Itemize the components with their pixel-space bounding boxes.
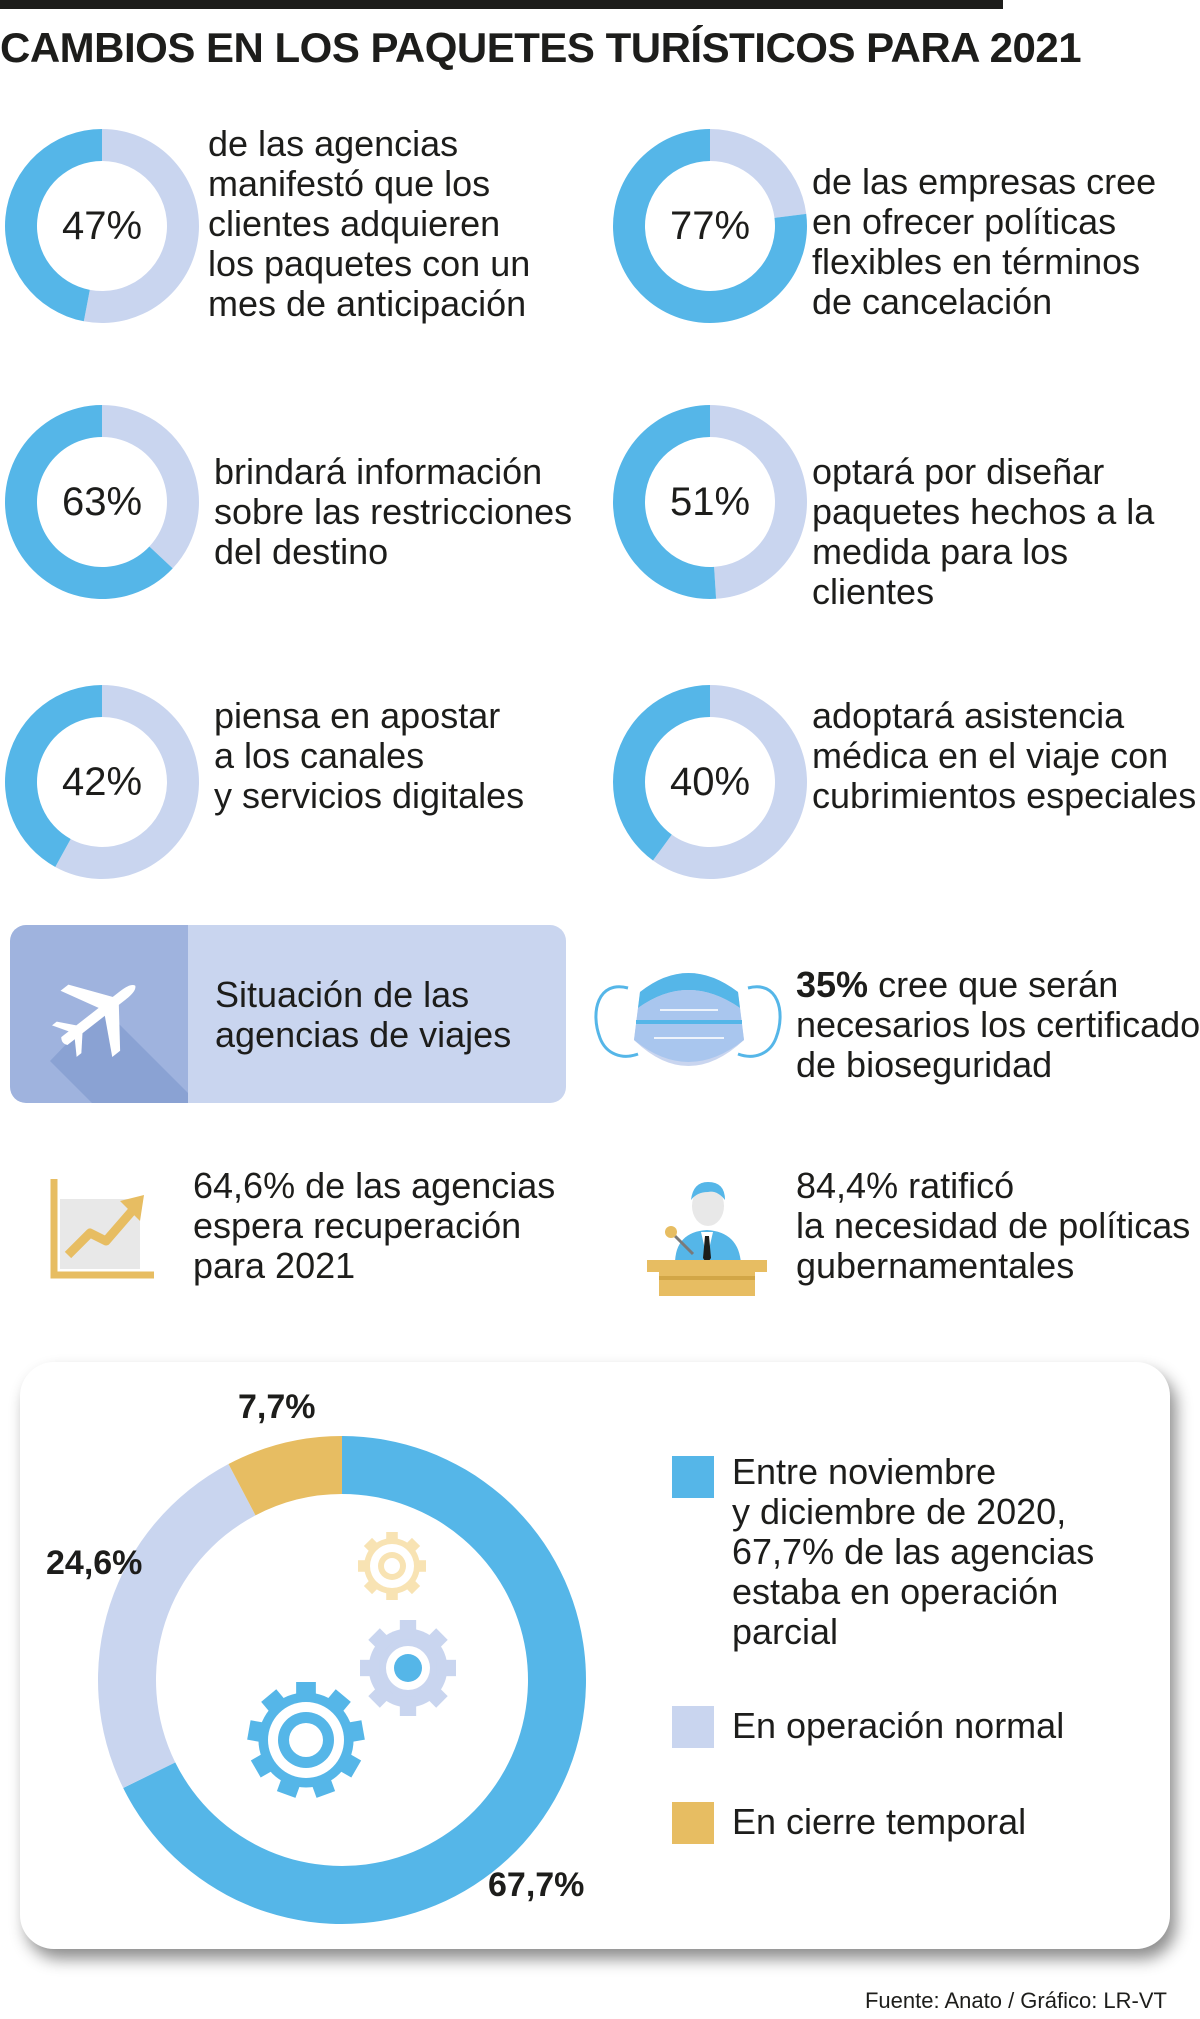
slice-label-partial: 67,7%	[488, 1866, 585, 1904]
legend-swatch-partial	[672, 1456, 714, 1498]
donut-value: 77%	[669, 203, 751, 248]
donut-chart-51: 51%	[610, 402, 810, 602]
growth-stat-line-3: para 2021	[193, 1245, 356, 1286]
donut-remainder-segment	[55, 685, 199, 879]
legend-text-closed: En cierre temporal	[732, 1801, 1027, 1842]
donut-value-segment	[612, 405, 717, 599]
donut-chart-42: 42%	[2, 682, 202, 882]
donut-remainder-segment	[710, 129, 807, 218]
airplane-icon	[50, 984, 188, 1103]
slice-label-normal: 24,6%	[46, 1544, 143, 1582]
face-mask-icon	[594, 973, 782, 1066]
donut-remainder-segment	[710, 405, 807, 599]
growth-stat-line-1: 64,6% de las agencias	[193, 1165, 556, 1206]
slice-label-closed: 7,7%	[238, 1388, 316, 1426]
mask-stat-text: cree que serán	[868, 964, 1119, 1005]
gov-stat-line-2: la necesidad de políticas	[796, 1205, 1191, 1246]
growth-chart-icon	[50, 1179, 154, 1279]
top-rule	[0, 0, 1003, 9]
donut-chart-40: 40%	[610, 682, 810, 882]
speaker-podium-icon	[647, 1182, 767, 1296]
small-gear-icon	[358, 1532, 426, 1600]
situation-banner: Situación de las agencias de viajes	[10, 925, 566, 1103]
page-title: CAMBIOS EN LOS PAQUETES TURÍSTICOS PARA …	[0, 24, 1082, 71]
medium-gear-icon	[360, 1620, 456, 1716]
slice-normal-operation	[98, 1464, 256, 1789]
mask-stat-line-3: de bioseguridad	[796, 1044, 1053, 1085]
situation-donut-chart	[98, 1436, 586, 1924]
stat-text-77: de las empresas cree en ofrecer política…	[812, 161, 1157, 322]
donut-chart-47: 47%	[2, 126, 202, 326]
legend-text-partial: Entre noviembre y diciembre de 2020, 67,…	[732, 1451, 1095, 1652]
donut-remainder-segment	[102, 405, 199, 569]
donut-value-segment	[5, 685, 102, 868]
donut-value-segment	[4, 405, 173, 599]
legend-text-normal: En operación normal	[732, 1705, 1065, 1746]
gov-stat-line-1: 84,4% ratificó	[796, 1165, 1015, 1206]
legend-swatch-closed	[672, 1802, 714, 1844]
mask-stat-pct: 35%	[796, 964, 869, 1005]
banner-label: Situación de las agencias de viajes	[215, 974, 512, 1055]
legend-swatch-normal	[672, 1706, 714, 1748]
stat-text-42: piensa en apostar a los canales y servic…	[214, 695, 525, 816]
donut-remainder-segment	[83, 129, 199, 323]
source-credit: Fuente: Anato / Gráfico: LR-VT	[864, 1988, 1167, 2013]
slice-temporary-closure	[228, 1436, 342, 1516]
donut-value-segment	[5, 129, 102, 322]
stat-text-51: optará por diseñar paquetes hechos a la …	[812, 451, 1155, 612]
stat-text-63: brindará información sobre las restricci…	[214, 451, 573, 572]
stat-text-40: adoptará asistencia médica en el viaje c…	[812, 695, 1197, 816]
mask-stat-line-1: 35% cree que serán	[796, 965, 1118, 1005]
donut-value: 63%	[61, 479, 143, 524]
plane-icon-box	[10, 925, 188, 1103]
donut-value-segment	[613, 129, 807, 323]
donut-remainder-segment	[652, 685, 807, 879]
large-gear-icon	[247, 1682, 365, 1798]
donut-value: 42%	[61, 759, 143, 804]
donut-chart-63: 63%	[2, 402, 202, 602]
donut-value: 40%	[669, 759, 751, 804]
stat-text-47: de las agencias manifestó que los client…	[208, 123, 531, 324]
growth-stat-line-2: espera recuperación	[193, 1205, 522, 1246]
gov-stat-line-3: gubernamentales	[796, 1245, 1075, 1286]
mask-stat-line-2: necesarios los certificados	[796, 1004, 1200, 1045]
donut-chart-77: 77%	[610, 126, 810, 326]
donut-value: 47%	[61, 203, 143, 248]
donut-value-segment	[613, 685, 710, 861]
donut-value: 51%	[669, 479, 751, 524]
